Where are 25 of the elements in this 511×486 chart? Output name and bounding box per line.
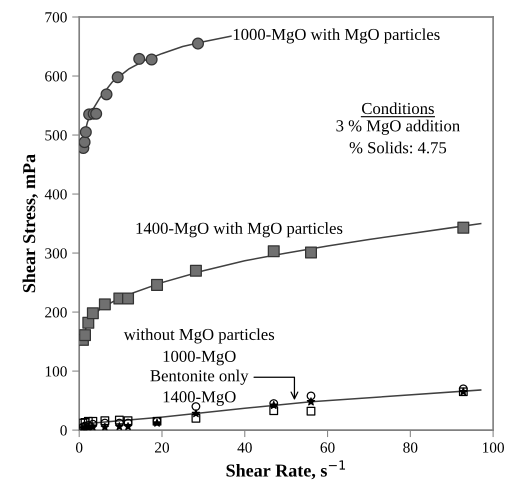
y-tick-label: 100: [46, 366, 67, 377]
annotation: 1000-MgO with MgO particles: [234, 28, 440, 44]
annotation: 3 % MgO addition: [336, 120, 460, 135]
annotation: 1400-MgO with MgO particles: [136, 222, 342, 238]
x-tick-label: 40: [237, 442, 252, 453]
y-axis-title: Shear Stress, mPa: [22, 154, 38, 292]
y-tick-label: 600: [45, 71, 67, 82]
x-tick-label: 80: [403, 442, 418, 453]
y-tick-label: 700: [45, 12, 67, 22]
x-tick-label: 100: [483, 442, 504, 453]
x-axis-title: Shear Rate, s$^{−1}$: [226, 460, 346, 480]
y-tick-label: 0: [60, 425, 67, 436]
y-tick-label: 200: [45, 307, 67, 318]
y-tick-label: 500: [45, 130, 67, 140]
annotation: Conditions: [362, 102, 434, 114]
x-tick-label: 0: [76, 442, 82, 453]
annotation: % Solids: 4.75: [350, 142, 446, 154]
y-tick-label: 400: [44, 189, 67, 200]
annotation: 1400-MgO: [164, 391, 236, 406]
annotation: Bentonite only: [150, 370, 248, 385]
y-tick-label: 300: [45, 248, 67, 259]
x-tick-label: 60: [320, 442, 335, 453]
annotation: without MgO particles: [124, 328, 274, 344]
annotation: 1000-MgO: [164, 350, 236, 366]
x-tick-label: 20: [155, 442, 170, 453]
